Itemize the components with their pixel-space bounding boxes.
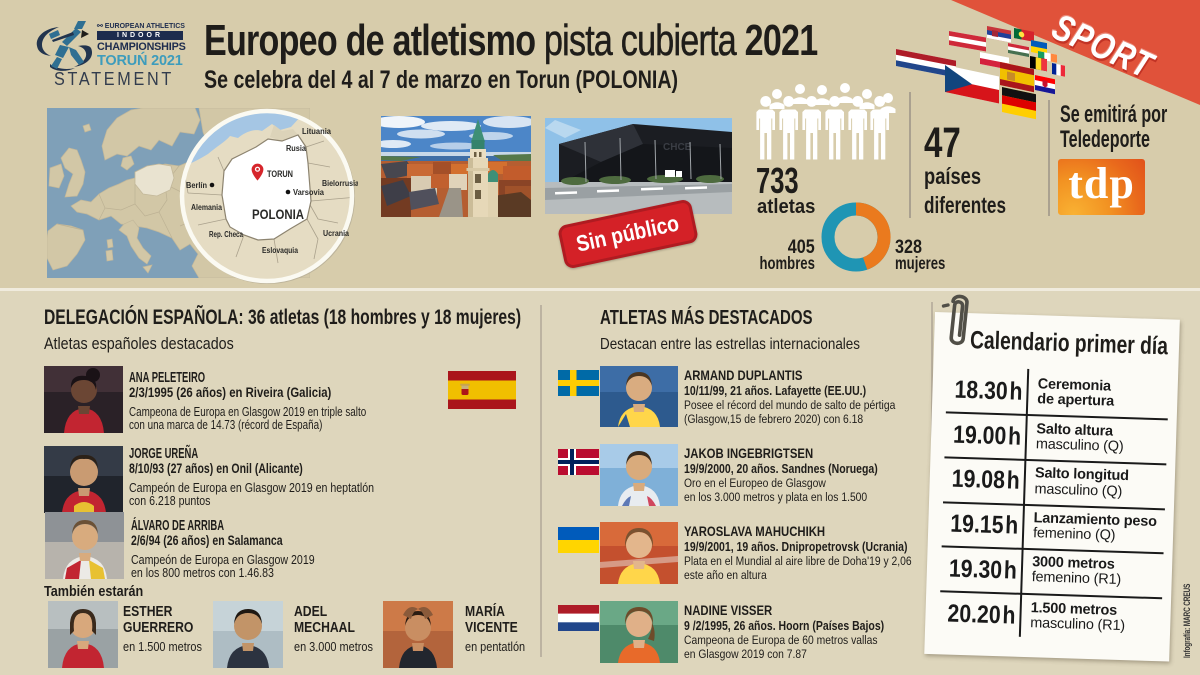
svg-text:POLONIA: POLONIA	[252, 207, 304, 222]
svg-text:Lituania: Lituania	[302, 127, 332, 136]
svg-text:Ucrania: Ucrania	[323, 229, 349, 238]
svg-text:Varsovia: Varsovia	[293, 187, 324, 197]
svg-text:CHCE: CHCE	[663, 142, 692, 153]
svg-text:Eslovaquia: Eslovaquia	[262, 246, 298, 255]
svg-text:Bielorrusia: Bielorrusia	[322, 179, 358, 188]
svg-text:TORUN: TORUN	[267, 169, 293, 179]
svg-text:Rusia: Rusia	[286, 144, 306, 153]
svg-text:Rep. Checa: Rep. Checa	[209, 230, 243, 239]
svg-text:Berlín: Berlín	[186, 180, 207, 190]
svg-text:Alemania: Alemania	[191, 203, 222, 212]
